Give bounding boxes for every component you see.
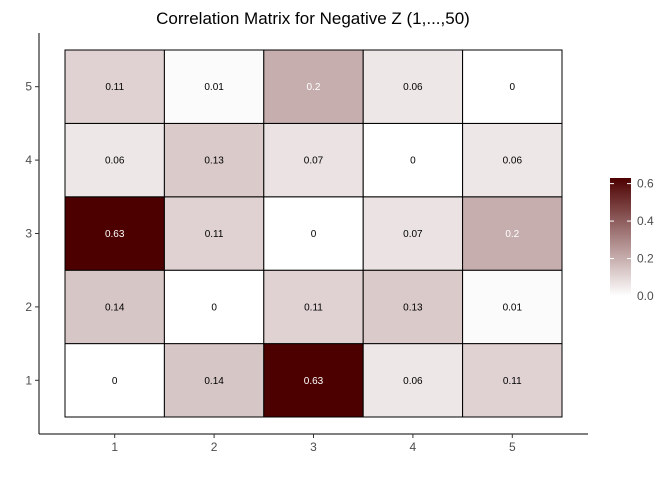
heatmap-cell bbox=[462, 269, 563, 345]
cell-value-label: 0.14 bbox=[105, 302, 125, 313]
x-tick-label: 5 bbox=[509, 440, 516, 454]
legend-tick-label: 0.0 bbox=[637, 289, 654, 303]
cell-value-label: 0.06 bbox=[503, 156, 523, 167]
heatmap-cell bbox=[64, 343, 165, 418]
heatmap-cell bbox=[362, 343, 464, 418]
heatmap-cell bbox=[163, 122, 265, 198]
heatmap-cell bbox=[64, 49, 165, 124]
heatmap-cell bbox=[362, 122, 464, 198]
x-tick-label: 4 bbox=[410, 440, 417, 454]
cell-value-label: 0.13 bbox=[204, 156, 224, 167]
heatmap-cell bbox=[462, 122, 563, 198]
heatmap-cell bbox=[163, 269, 265, 345]
heatmap-cell bbox=[64, 269, 165, 345]
cell-value-label: 0.07 bbox=[304, 156, 324, 167]
cell-value-label: 0.01 bbox=[204, 82, 224, 93]
cell-value-label: 0.07 bbox=[403, 229, 423, 240]
cell-value-label: 0.63 bbox=[304, 376, 324, 387]
heatmap-cell bbox=[263, 49, 364, 124]
cell-value-label: 0.2 bbox=[307, 82, 321, 93]
heatmap-cell bbox=[64, 122, 165, 198]
cell-value-label: 0.13 bbox=[403, 302, 423, 313]
heatmap-cell bbox=[462, 49, 563, 124]
cell-value-label: 0 bbox=[112, 376, 118, 387]
heatmap-cell bbox=[263, 269, 364, 345]
y-tick-label: 4 bbox=[25, 153, 32, 167]
color-legend: 0.0 0.2 0.4 0.6 bbox=[610, 177, 654, 303]
heatmap-cell bbox=[263, 122, 364, 198]
y-tick-label: 3 bbox=[25, 227, 32, 241]
chart-axes: 1 2 3 4 5 1 2 3 4 5 bbox=[25, 33, 588, 454]
cell-value-label: 0.01 bbox=[503, 302, 523, 313]
cell-value-label: 0.14 bbox=[204, 376, 224, 387]
heatmap-cell bbox=[163, 49, 265, 124]
cell-value-label: 0.11 bbox=[105, 82, 124, 93]
cell-value-label: 0.2 bbox=[505, 229, 519, 240]
heatmap-cell bbox=[263, 196, 364, 271]
legend-color-bar bbox=[610, 178, 631, 296]
cell-value-label: 0 bbox=[410, 156, 416, 167]
cell-value-label: 0.11 bbox=[205, 229, 224, 240]
heatmap-cell bbox=[362, 269, 464, 345]
y-tick-label: 1 bbox=[25, 373, 32, 387]
cell-value-label: 0 bbox=[311, 229, 317, 240]
chart-title: Correlation Matrix for Negative Z (1,...… bbox=[156, 9, 470, 28]
cell-value-label: 0.06 bbox=[403, 376, 423, 387]
legend-tick-label: 0.2 bbox=[637, 252, 654, 266]
cell-value-label: 0.06 bbox=[403, 82, 423, 93]
x-tick-label: 1 bbox=[111, 440, 118, 454]
x-tick-label: 3 bbox=[310, 440, 317, 454]
cell-value-label: 0.63 bbox=[105, 229, 125, 240]
heatmap-cell bbox=[163, 196, 265, 271]
legend-tick-label: 0.4 bbox=[637, 214, 654, 228]
heatmap-cell bbox=[163, 343, 265, 418]
heatmap-cell bbox=[462, 343, 563, 418]
y-tick-label: 5 bbox=[25, 80, 32, 94]
x-tick-label: 2 bbox=[211, 440, 218, 454]
legend-tick-label: 0.6 bbox=[637, 177, 654, 191]
cell-value-label: 0.11 bbox=[503, 376, 522, 387]
heatmap-cell bbox=[462, 196, 563, 271]
cell-value-label: 0.11 bbox=[304, 302, 323, 313]
cell-value-label: 0.06 bbox=[105, 156, 125, 167]
cell-value-label: 0 bbox=[211, 302, 217, 313]
cell-value-label: 0 bbox=[510, 82, 516, 93]
y-tick-label: 2 bbox=[25, 300, 32, 314]
heatmap-cells: 0 0.14 0.63 0.06 0.11 0.14 0 0.11 0.13 0.01 0.63 0.… bbox=[64, 49, 563, 418]
